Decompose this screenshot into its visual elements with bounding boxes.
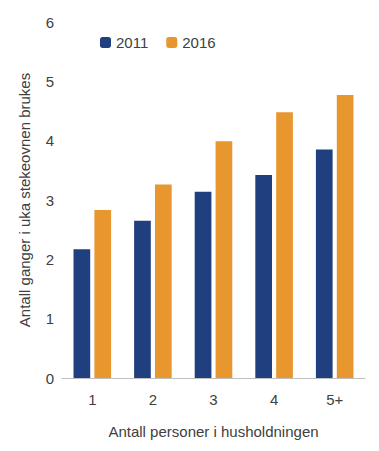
svg-text:2016: 2016 (182, 34, 215, 51)
svg-text:Antall ganger i uka stekeovnen: Antall ganger i uka stekeovnen brukes (16, 73, 33, 327)
svg-text:3: 3 (209, 391, 217, 408)
svg-text:1: 1 (88, 391, 96, 408)
svg-text:5: 5 (46, 73, 54, 90)
svg-text:2: 2 (46, 251, 54, 268)
svg-text:Antall personer i husholdninge: Antall personer i husholdningen (108, 423, 318, 440)
svg-text:4: 4 (46, 132, 54, 149)
svg-text:3: 3 (46, 192, 54, 209)
svg-text:4: 4 (270, 391, 278, 408)
svg-text:1: 1 (46, 310, 54, 327)
svg-text:2011: 2011 (116, 34, 148, 51)
svg-text:0: 0 (46, 370, 54, 387)
svg-text:2: 2 (149, 391, 157, 408)
svg-text:5+: 5+ (326, 391, 343, 408)
svg-text:6: 6 (46, 14, 54, 31)
